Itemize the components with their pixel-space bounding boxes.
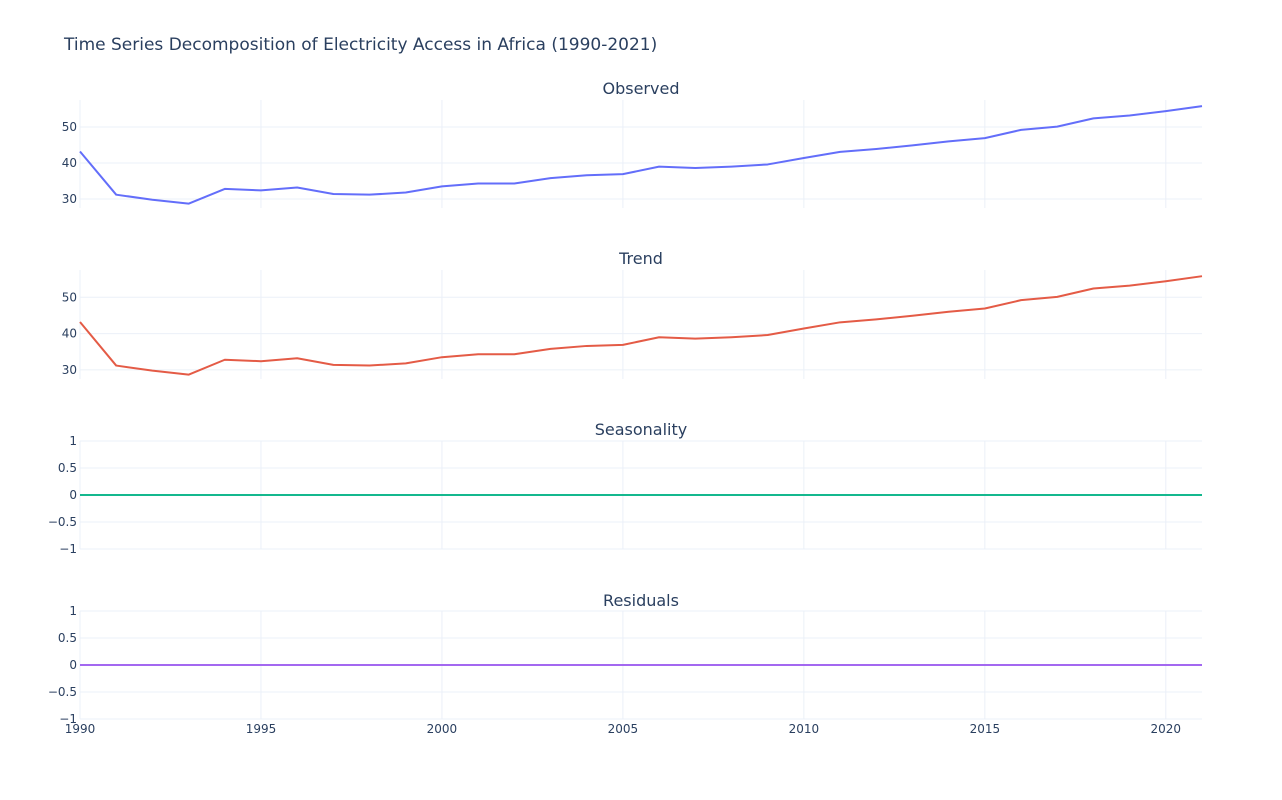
y-tick-label: 30: [62, 363, 77, 377]
panel-title: Observed: [603, 79, 680, 98]
y-tick-label: 0.5: [58, 631, 77, 645]
y-tick-label: 40: [62, 327, 77, 341]
y-tick-label: −1: [59, 542, 77, 556]
x-tick-label: 2020: [1151, 722, 1182, 736]
y-tick-label: 30: [62, 192, 77, 206]
x-tick-label: 2015: [970, 722, 1001, 736]
x-axis: 1990 1995 2000 2005 2010 2015 2020: [65, 722, 1181, 736]
y-tick-label: 1: [69, 604, 77, 618]
panel-title: Residuals: [603, 591, 679, 610]
x-tick-label: 1990: [65, 722, 96, 736]
panel-residuals: −1 −0.5 0 0.5 1 Residuals: [48, 591, 1202, 726]
chart-panels: 30 40 50 Observed 30 40 50 Trend −1 −0.5 0 0.5 1 Seas…: [48, 79, 1203, 736]
x-tick-label: 2010: [789, 722, 820, 736]
panel-observed: 30 40 50 Observed: [62, 79, 1203, 208]
y-tick-label: 50: [62, 120, 77, 134]
x-tick-label: 2000: [427, 722, 458, 736]
x-tick-label: 1995: [246, 722, 277, 736]
y-tick-label: 0: [69, 488, 77, 502]
y-tick-label: −0.5: [48, 685, 77, 699]
y-tick-label: −0.5: [48, 515, 77, 529]
chart-title: Time Series Decomposition of Electricity…: [63, 35, 657, 55]
panel-trend: 30 40 50 Trend: [62, 249, 1203, 379]
series-line-trend: [79, 275, 1203, 376]
series-line-observed: [79, 105, 1203, 205]
y-tick-label: 50: [62, 290, 77, 304]
y-tick-label: 0.5: [58, 461, 77, 475]
panel-seasonality: −1 −0.5 0 0.5 1 Seasonality: [48, 420, 1202, 556]
panel-title: Trend: [618, 249, 663, 268]
y-tick-label: 0: [69, 658, 77, 672]
y-tick-label: −1: [59, 712, 77, 726]
y-tick-label: 1: [69, 434, 77, 448]
panel-title: Seasonality: [595, 420, 688, 439]
x-tick-label: 2005: [608, 722, 639, 736]
y-tick-label: 40: [62, 156, 77, 170]
